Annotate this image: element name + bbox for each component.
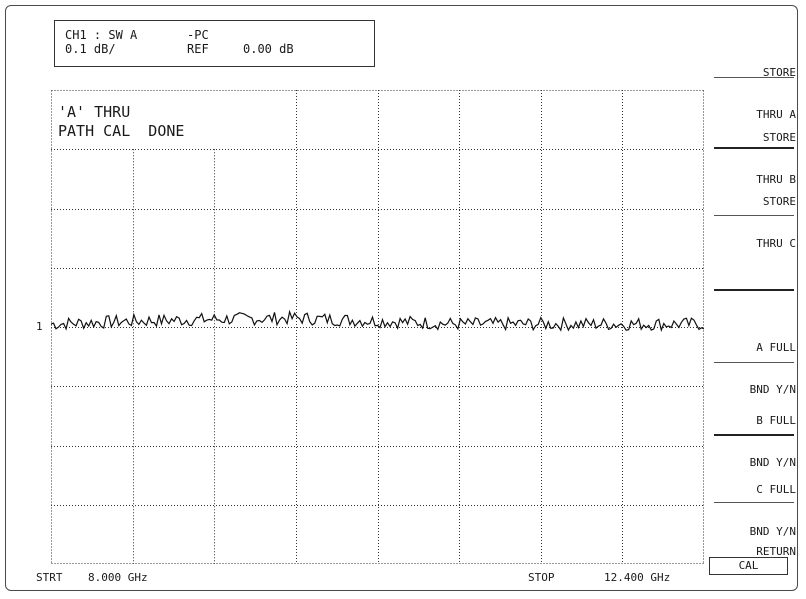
softkey-c-full-band[interactable]: C FULL BND Y/N: [716, 455, 796, 553]
ref-value: 0.00 dB: [243, 42, 294, 56]
start-label: STRT: [36, 571, 63, 584]
start-frequency: 8.000 GHz: [88, 571, 148, 584]
reference-marker: 1: [36, 320, 43, 333]
measurement-mode: -PC: [187, 28, 209, 42]
scale-readout: 0.1 dB/: [65, 42, 116, 56]
menu-title-box: CAL: [709, 557, 788, 575]
softkey-divider: [714, 215, 794, 216]
softkey-store-thru-c[interactable]: STORE THRU C: [716, 167, 796, 265]
cal-message-line1: 'A' THRU: [58, 103, 131, 121]
cal-message-line2: PATH CAL DONE: [58, 122, 185, 140]
softkey-label: BND Y/N: [749, 525, 796, 538]
channel-status-box: CH1 : SW A -PC 0.1 dB/ REF 0.00 dB: [54, 20, 375, 67]
softkey-label: C FULL: [756, 483, 796, 496]
softkey-label: THRU C: [756, 237, 796, 250]
softkey-label: THRU B: [756, 173, 796, 186]
softkey-label: STORE: [762, 131, 796, 144]
channel-label: CH1 : SW A: [65, 28, 138, 42]
softkey-label: STORE: [762, 195, 796, 208]
stop-label: STOP: [528, 571, 555, 584]
softkey-return[interactable]: RETURN: [716, 517, 796, 573]
softkey-divider: [714, 502, 794, 503]
softkey-divider: [714, 362, 794, 363]
softkey-divider: [714, 289, 794, 291]
ref-label: REF: [187, 42, 209, 56]
trace-plot: [51, 90, 704, 564]
graticule-svg: [51, 90, 704, 564]
softkey-store-thru-a[interactable]: STORE THRU A: [716, 38, 796, 136]
softkey-b-full-band[interactable]: B FULL BND Y/N: [716, 386, 796, 484]
softkey-divider: [714, 434, 794, 436]
softkey-label: BND Y/N: [749, 456, 796, 469]
stop-frequency: 12.400 GHz: [604, 571, 671, 584]
softkey-label: STORE: [762, 66, 796, 79]
instrument-screen: [5, 5, 798, 591]
softkey-label: RETURN: [756, 545, 796, 558]
softkey-a-full-band[interactable]: A FULL BND Y/N: [716, 313, 796, 411]
softkey-store-thru-b[interactable]: STORE THRU B: [716, 103, 796, 201]
softkey-label: A FULL: [756, 341, 796, 354]
softkey-label: THRU A: [756, 108, 796, 121]
softkey-divider: [714, 147, 794, 149]
measurement-trace: [51, 309, 704, 333]
softkey-label: BND Y/N: [749, 383, 796, 396]
softkey-label: B FULL: [756, 414, 796, 427]
softkey-divider: [714, 77, 794, 78]
